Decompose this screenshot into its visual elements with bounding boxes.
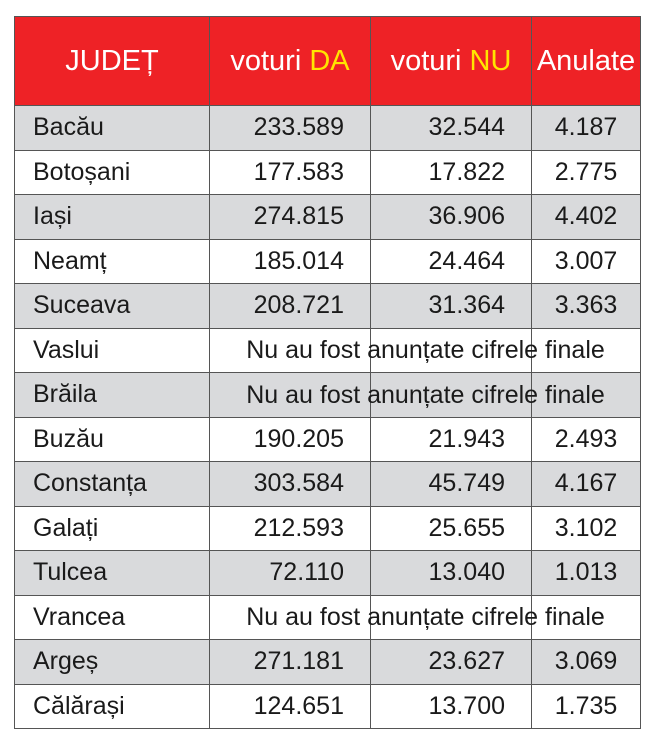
- county-cell: Constanța: [15, 462, 210, 507]
- county-cell: Galați: [15, 506, 210, 551]
- table-row: Tulcea 72.110 13.040 1.013: [15, 551, 641, 596]
- yes-cell: 190.205: [210, 417, 371, 462]
- table-row: Suceava 208.721 31.364 3.363: [15, 284, 641, 329]
- annulled-cell: [532, 328, 641, 373]
- yes-cell: 233.589: [210, 106, 371, 151]
- annulled-cell: 4.187: [532, 106, 641, 151]
- table-row: Buzău 190.205 21.943 2.493: [15, 417, 641, 462]
- no-cell: 32.544: [371, 106, 532, 151]
- annulled-cell: 4.167: [532, 462, 641, 507]
- header-yes-votes: voturi DA: [210, 17, 371, 106]
- annulled-cell: [532, 595, 641, 640]
- header-no-votes: voturi NU: [371, 17, 532, 106]
- annulled-cell: 3.363: [532, 284, 641, 329]
- yes-cell: 271.181: [210, 640, 371, 685]
- no-cell: 23.627: [371, 640, 532, 685]
- no-cell: 13.700: [371, 684, 532, 729]
- header-county: JUDEȚ: [15, 17, 210, 106]
- results-table: JUDEȚ voturi DA voturi NU Anulate Bacău 2…: [14, 16, 641, 729]
- yes-cell: 212.593: [210, 506, 371, 551]
- header-annulled: Anulate: [532, 17, 641, 106]
- table-row: Galați 212.593 25.655 3.102: [15, 506, 641, 551]
- no-cell: 24.464: [371, 239, 532, 284]
- table-row: Constanța 303.584 45.749 4.167: [15, 462, 641, 507]
- yes-cell: 177.583: [210, 150, 371, 195]
- yes-cell: 124.651: [210, 684, 371, 729]
- yes-cell: [210, 373, 371, 418]
- county-cell: Iași: [15, 195, 210, 240]
- table-row: Neamț 185.014 24.464 3.007: [15, 239, 641, 284]
- annulled-cell: 1.013: [532, 551, 641, 596]
- annulled-cell: 4.402: [532, 195, 641, 240]
- table-row: Călărași 124.651 13.700 1.735: [15, 684, 641, 729]
- table-row: Brăila Nu au fost anunțate cifrele finale: [15, 373, 641, 418]
- yes-cell: 303.584: [210, 462, 371, 507]
- county-cell: Vrancea: [15, 595, 210, 640]
- no-cell: 25.655: [371, 506, 532, 551]
- annulled-cell: 2.493: [532, 417, 641, 462]
- county-cell: Botoșani: [15, 150, 210, 195]
- county-cell: Suceava: [15, 284, 210, 329]
- annulled-cell: 3.102: [532, 506, 641, 551]
- yes-cell: [210, 328, 371, 373]
- no-cell: [371, 328, 532, 373]
- annulled-cell: 3.007: [532, 239, 641, 284]
- table-row: Bacău 233.589 32.544 4.187: [15, 106, 641, 151]
- table-header: JUDEȚ voturi DA voturi NU Anulate: [15, 17, 641, 106]
- county-cell: Argeș: [15, 640, 210, 685]
- yes-cell: 185.014: [210, 239, 371, 284]
- no-cell: 31.364: [371, 284, 532, 329]
- table-row: Vrancea Nu au fost anunțate cifrele final…: [15, 595, 641, 640]
- no-cell: 45.749: [371, 462, 532, 507]
- table-row: Iași 274.815 36.906 4.402: [15, 195, 641, 240]
- annulled-cell: 1.735: [532, 684, 641, 729]
- no-cell: 17.822: [371, 150, 532, 195]
- county-cell: Neamț: [15, 239, 210, 284]
- yes-cell: [210, 595, 371, 640]
- yes-cell: 72.110: [210, 551, 371, 596]
- yes-cell: 274.815: [210, 195, 371, 240]
- annulled-cell: 3.069: [532, 640, 641, 685]
- no-cell: 13.040: [371, 551, 532, 596]
- county-cell: Călărași: [15, 684, 210, 729]
- annulled-cell: 2.775: [532, 150, 641, 195]
- county-cell: Bacău: [15, 106, 210, 151]
- table-row: Argeș 271.181 23.627 3.069: [15, 640, 641, 685]
- county-cell: Vaslui: [15, 328, 210, 373]
- no-cell: [371, 373, 532, 418]
- table-body: Bacău 233.589 32.544 4.187 Botoșani 177.583 17…: [15, 106, 641, 729]
- county-cell: Buzău: [15, 417, 210, 462]
- annulled-cell: [532, 373, 641, 418]
- no-cell: [371, 595, 532, 640]
- no-cell: 36.906: [371, 195, 532, 240]
- county-cell: Brăila: [15, 373, 210, 418]
- yes-cell: 208.721: [210, 284, 371, 329]
- table-row: Botoșani 177.583 17.822 2.775: [15, 150, 641, 195]
- no-cell: 21.943: [371, 417, 532, 462]
- table-row: Vaslui Nu au fost anunțate cifrele finale: [15, 328, 641, 373]
- county-cell: Tulcea: [15, 551, 210, 596]
